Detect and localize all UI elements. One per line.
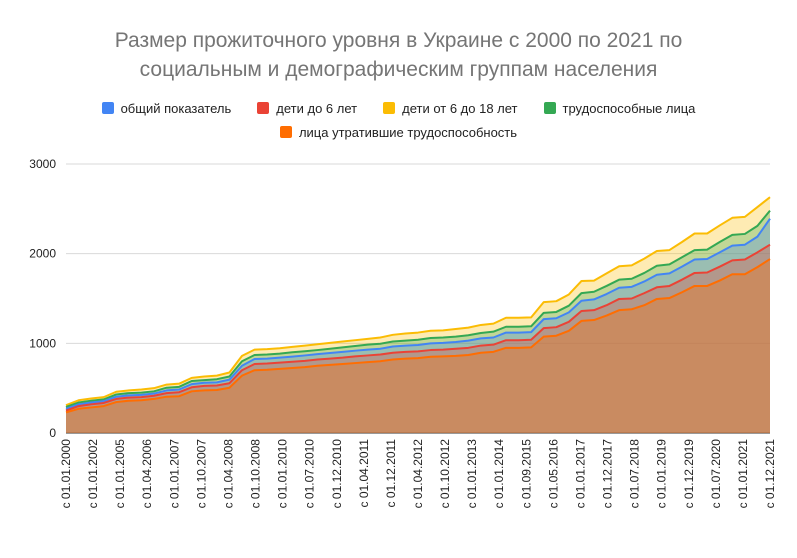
x-tick-label: с 01.04.2008 — [222, 439, 236, 509]
series-line-0 — [65, 258, 771, 414]
chart-legend: общий показатель дети до 6 лет дети от 6 д… — [0, 96, 797, 144]
chart-title-line-1: Размер прожиточного уровня в Украине с 2… — [114, 29, 683, 52]
series-line-3 — [65, 209, 771, 408]
series-areas — [66, 197, 770, 433]
legend-item: дети до 6 лет — [257, 101, 357, 116]
series-area-1 — [66, 244, 770, 433]
x-tick-label: с 01.01.2014 — [492, 439, 506, 509]
x-tick-label: с 01.01.2005 — [113, 439, 127, 509]
x-tick-label: с 01.10.2012 — [438, 439, 452, 509]
y-tick-label: 2000 — [29, 247, 56, 261]
legend-item: лица утратившие трудоспособность — [279, 124, 518, 140]
legend-item: дети от 6 до 18 лет — [383, 100, 518, 116]
x-tick-label: с 01.01.2007 — [167, 439, 181, 509]
x-tick-label: с 01.07.2018 — [628, 439, 642, 509]
legend-swatch — [383, 102, 396, 114]
x-tick-label: с 01.12.2011 — [384, 439, 398, 508]
x-tick-label: с 01.07.2020 — [709, 439, 723, 509]
legend-label: лица утратившие трудоспособность — [298, 124, 518, 140]
series-line-2 — [65, 218, 771, 410]
y-tick-label: 1000 — [29, 336, 56, 350]
series-area-3 — [66, 210, 770, 433]
series-lines — [65, 196, 771, 414]
y-tick-label: 3000 — [29, 157, 56, 171]
legend-swatch — [279, 126, 292, 138]
x-tick-label: с 01.01.2010 — [276, 439, 290, 509]
legend-item: общий показатель — [101, 100, 232, 116]
legend-row: общий показатель дети до 6 лет дети от 6 д… — [0, 96, 797, 120]
series-line-4 — [65, 196, 771, 407]
x-tick-label: с 01.10.2007 — [194, 439, 208, 509]
x-tick-label: с 01.12.2019 — [682, 439, 696, 509]
y-tick-label: 0 — [49, 426, 56, 440]
x-tick-label: с 01.09.2015 — [519, 439, 533, 509]
legend-label: общий показатель — [120, 100, 232, 116]
legend-label: дети от 6 до 18 лет — [402, 100, 518, 116]
x-tick-label: с 01.05.2016 — [546, 439, 560, 509]
x-tick-label: с 01.04.2011 — [357, 439, 371, 508]
series-line-1 — [65, 243, 771, 412]
x-tick-label: с 01.01.2013 — [465, 439, 479, 509]
x-tick-label: с 01.01.2017 — [574, 439, 588, 509]
legend-label: трудоспособные лица — [562, 100, 696, 116]
x-tick-label: с 01.01.2021 — [736, 439, 750, 509]
series-area-4 — [66, 197, 770, 433]
x-tick-label: с 01.04.2012 — [411, 439, 425, 509]
x-tick-label: с 01.12.2010 — [330, 439, 344, 509]
legend-swatch — [101, 102, 114, 114]
x-tick-label: с 01.01.2002 — [86, 439, 100, 509]
chart-title-line-2: социальным и демографическим группам нас… — [139, 58, 658, 81]
series-area-2 — [66, 218, 770, 433]
x-tick-label: с 01.10.2008 — [249, 439, 263, 509]
legend-swatch — [257, 102, 270, 114]
x-tick-label: с 01.04.2006 — [140, 439, 154, 509]
x-tick-label: с 01.12.2017 — [601, 439, 615, 509]
legend-label: дети до 6 лет — [276, 100, 358, 116]
legend-row: лица утратившие трудоспособность — [0, 120, 797, 144]
legend-item: трудоспособные лица — [543, 100, 696, 116]
x-axis: с 01.01.2000 с 01.01.2002 с 01.01.2005 с 01… — [59, 439, 777, 509]
x-tick-label: с 01.01.2019 — [655, 439, 669, 509]
series-area-0 — [66, 259, 770, 433]
x-tick-label: с 01.01.2000 — [59, 439, 73, 509]
x-tick-label: с 01.07.2010 — [303, 439, 317, 509]
y-axis: 0 1000 2000 3000 — [29, 157, 56, 440]
legend-swatch — [543, 102, 556, 114]
x-tick-label: с 01.12.2021 — [763, 439, 777, 509]
chart-title: Размер прожиточного уровня в Украине с 2… — [0, 26, 797, 84]
